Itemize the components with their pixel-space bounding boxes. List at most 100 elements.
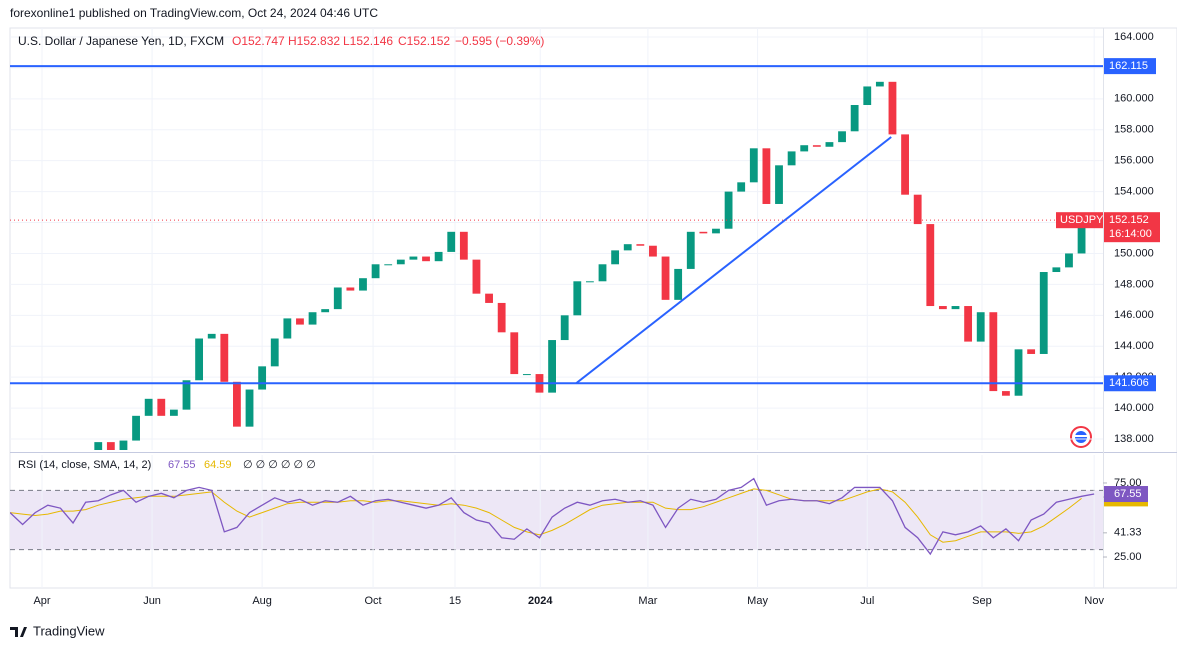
candle [838, 131, 846, 143]
candle [548, 340, 556, 393]
y-tick-label: 164.000 [1114, 31, 1154, 43]
symbol-label: USDJPY [1060, 214, 1104, 226]
y-tick-label: 140.000 [1114, 402, 1154, 414]
candle [220, 333, 229, 382]
candle [875, 81, 884, 87]
footer-brand: TradingView [33, 623, 105, 638]
candle [207, 333, 216, 339]
candle [296, 318, 304, 325]
ohlc-value: C152.152 [398, 34, 450, 48]
candle [825, 142, 834, 147]
candle [1077, 220, 1086, 254]
candle [1052, 267, 1061, 273]
y-tick-label: 146.000 [1114, 309, 1154, 321]
candle [976, 312, 985, 342]
candle [195, 338, 204, 381]
candle [472, 259, 481, 294]
x-tick-label: Jun [143, 595, 161, 607]
candle [787, 151, 796, 166]
y-tick-label: 25.00 [1114, 551, 1142, 563]
x-tick-label: Oct [365, 595, 382, 607]
price-label-box [1104, 58, 1156, 75]
candle [737, 182, 746, 192]
y-tick-label: 156.000 [1114, 155, 1154, 167]
candle [434, 251, 443, 262]
candle [964, 306, 973, 342]
candle [913, 194, 922, 225]
candle [699, 231, 708, 234]
y-tick-label: 75.00 [1114, 477, 1142, 489]
candle [686, 231, 695, 269]
candle [384, 264, 393, 266]
candle [119, 440, 128, 450]
rsi-band-fill [10, 490, 1103, 550]
symbol-tag [1056, 212, 1103, 229]
candle [850, 105, 859, 132]
candle [144, 398, 153, 416]
candle [132, 415, 140, 441]
candle [989, 312, 998, 392]
candle [598, 264, 607, 282]
candle [157, 398, 166, 416]
candle [560, 315, 569, 341]
candle [863, 86, 872, 106]
candle [585, 281, 594, 283]
rsi-lines [10, 477, 1095, 556]
candle [1065, 253, 1073, 268]
candle [522, 374, 531, 376]
footer-logo: TradingView [10, 623, 105, 638]
candle [926, 224, 935, 307]
candle [1002, 391, 1010, 396]
last-price-label: 152.152 [1109, 214, 1149, 226]
chart-title: U.S. Dollar / Japanese Yen, 1D, FXCM [18, 34, 224, 48]
candle [573, 281, 582, 316]
y-tick-label: 154.000 [1114, 186, 1154, 198]
x-tick-label: Sep [972, 595, 992, 607]
candle [258, 366, 267, 390]
candle [409, 256, 418, 260]
candle [233, 381, 241, 427]
candle [1039, 272, 1048, 354]
candle [359, 278, 367, 291]
y-tick-label: 41.33 [1114, 527, 1142, 539]
countdown-label: 16:14:00 [1109, 228, 1152, 240]
flag-icon [1070, 426, 1092, 448]
candle [245, 389, 254, 427]
y-tick-label: 138.000 [1114, 433, 1154, 445]
candle [510, 332, 519, 375]
candle [800, 145, 809, 152]
candle [106, 442, 115, 450]
candle [182, 380, 191, 410]
rsi-sma-line [10, 488, 1082, 543]
candle [346, 287, 355, 291]
x-tick-label: Apr [33, 595, 50, 607]
candle [712, 228, 720, 234]
rsi-line [10, 477, 1095, 556]
candle [724, 191, 733, 229]
candle [422, 256, 430, 262]
price-label: 162.115 [1109, 60, 1148, 72]
candle [283, 318, 292, 339]
candle [674, 268, 683, 300]
ohlc-value: O152.747 [232, 34, 285, 48]
candle [812, 145, 821, 147]
x-tick-label: 15 [449, 595, 461, 607]
trend-line [575, 136, 892, 385]
candle [1027, 349, 1036, 354]
candle [308, 312, 317, 325]
price-label: 141.606 [1109, 377, 1149, 389]
candles [94, 81, 1086, 450]
x-tick-label: Nov [1084, 595, 1104, 607]
candle [749, 148, 758, 183]
candle [333, 287, 342, 310]
indicator-title: RSI (14, close, SMA, 14, 2) [18, 459, 151, 471]
y-tick-label: 144.000 [1114, 340, 1154, 352]
candle [396, 259, 405, 265]
candle [636, 244, 645, 246]
y-tick-label: 150.000 [1114, 247, 1154, 259]
candle [497, 302, 506, 333]
y-tick-label: 160.000 [1114, 93, 1154, 105]
candle [661, 256, 670, 300]
